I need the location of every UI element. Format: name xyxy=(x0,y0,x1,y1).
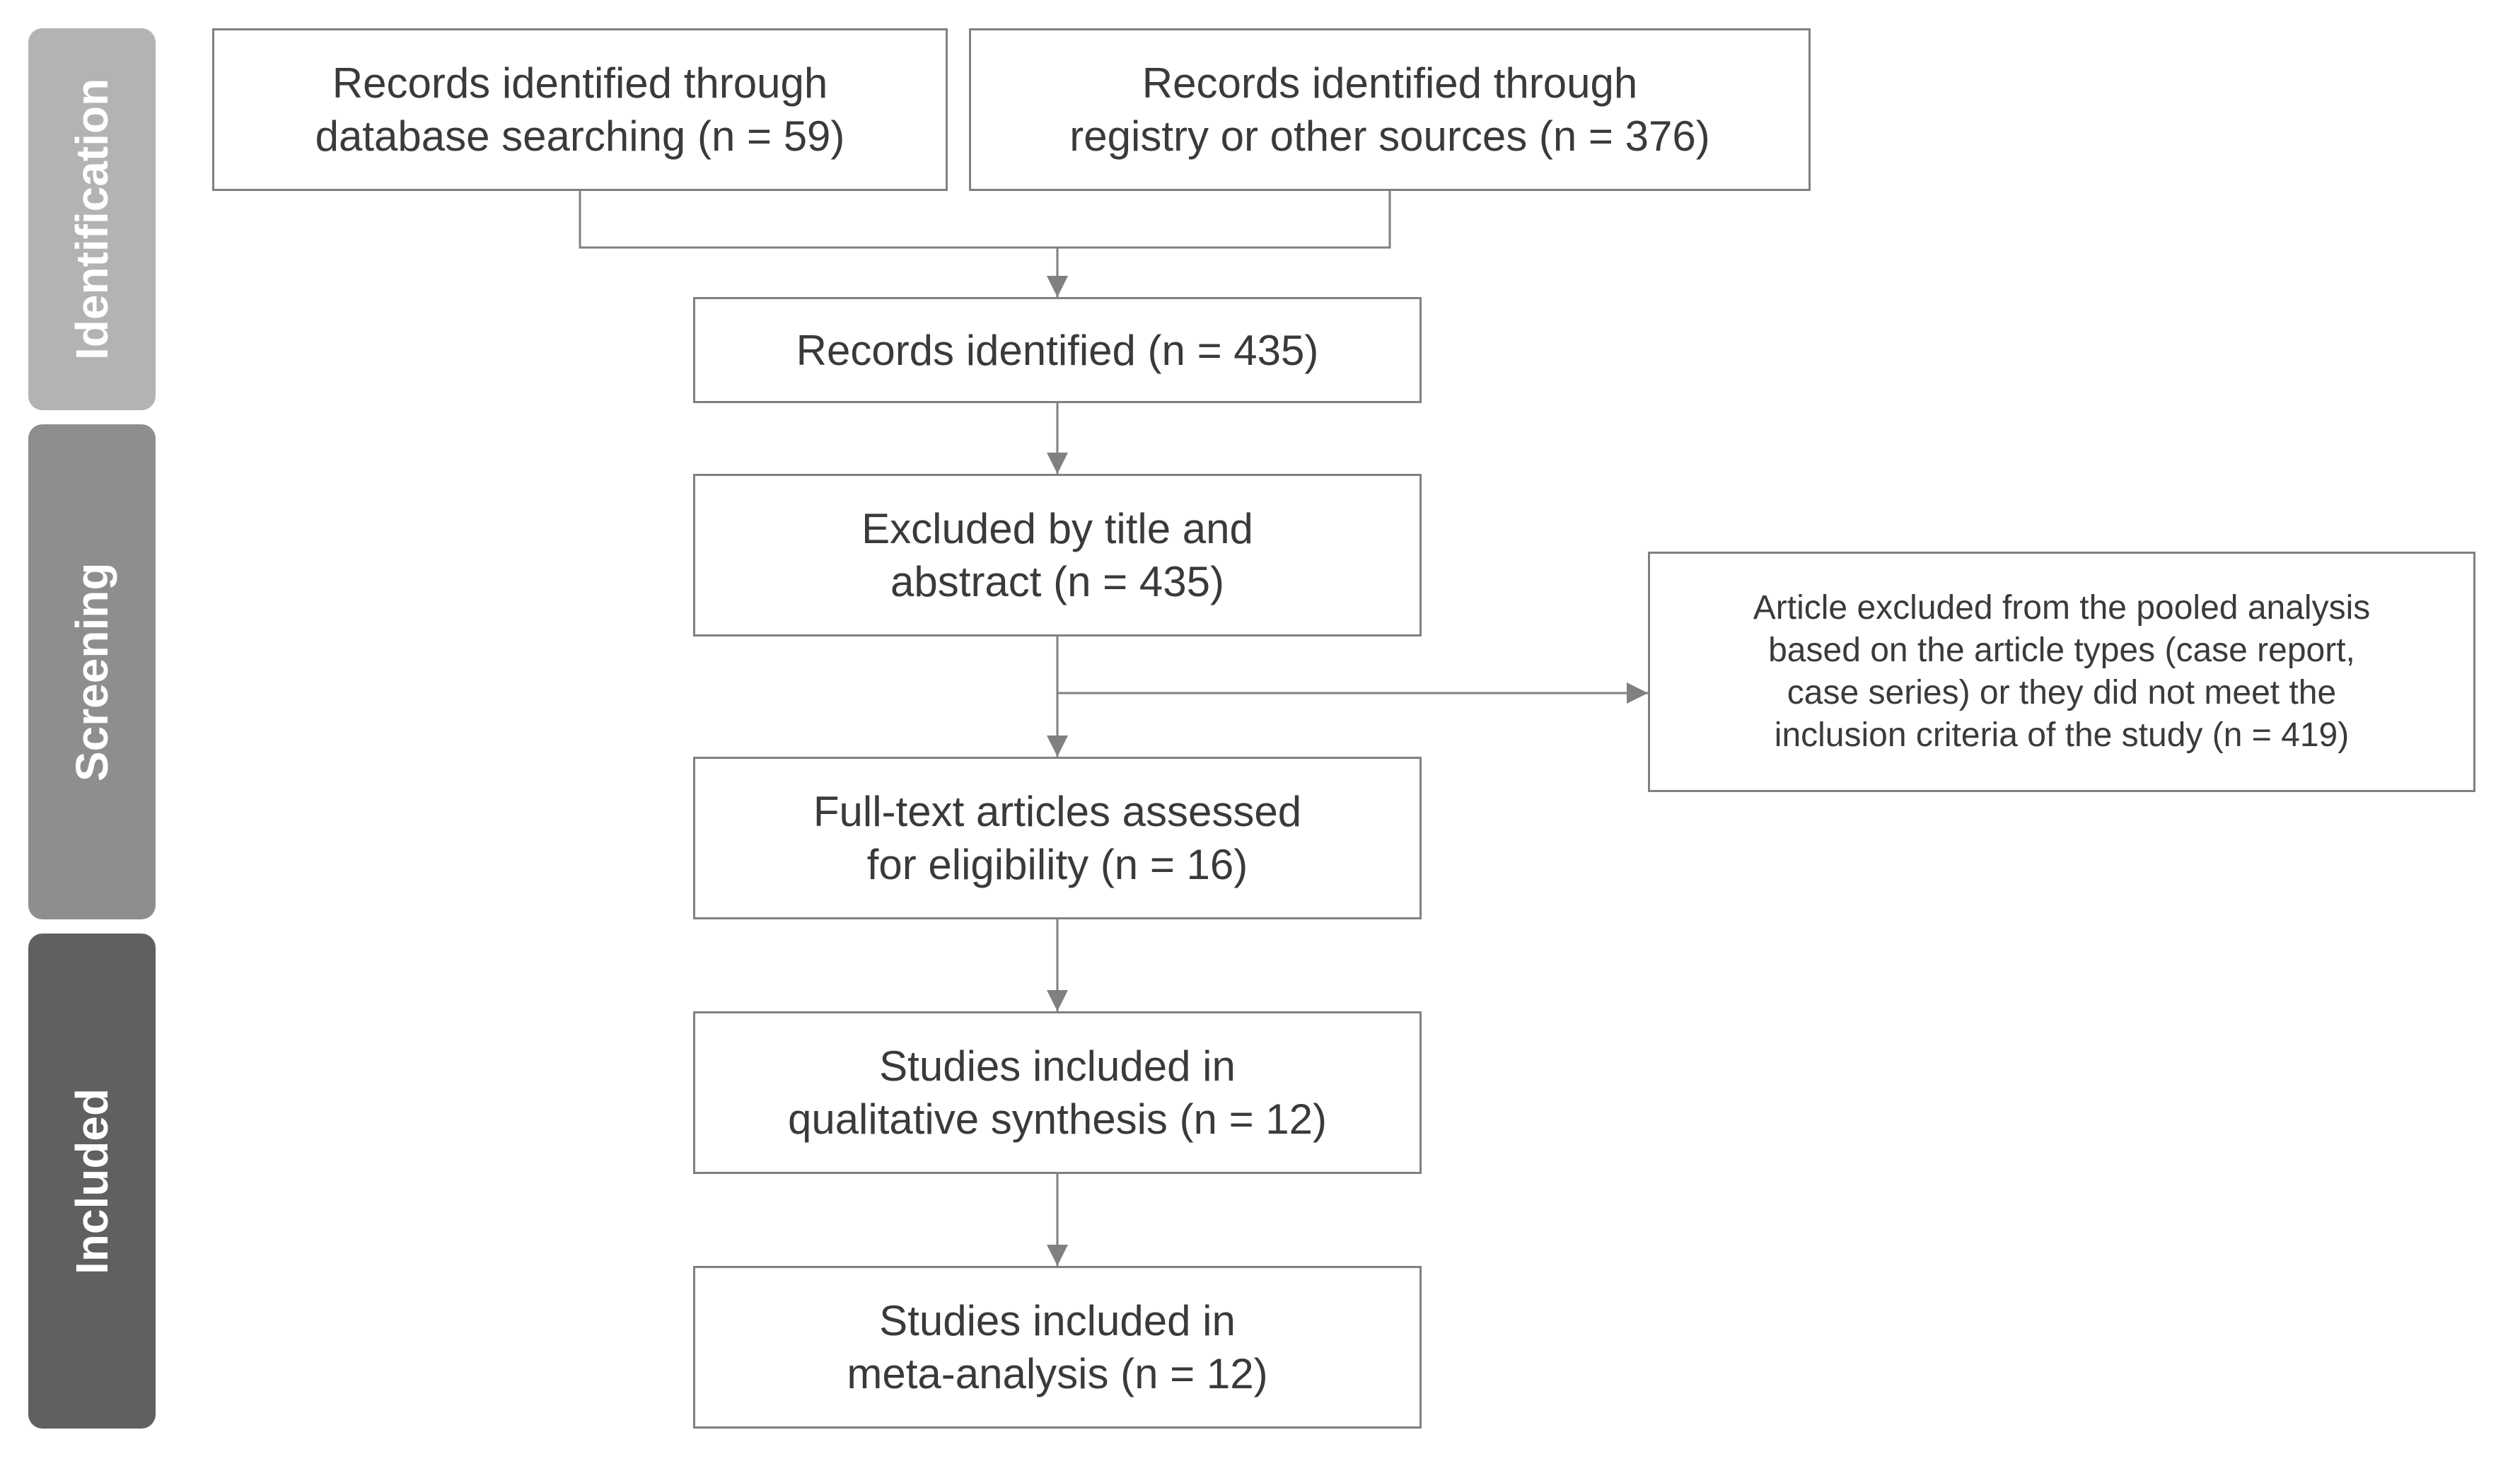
node-records: Records identified (n = 435) xyxy=(693,297,1422,403)
node-exclusion-reason: Article excluded from the pooled analysi… xyxy=(1648,552,2475,792)
phase-identification: Identification xyxy=(28,28,156,410)
prisma-flowchart: Identification Screening Included Record… xyxy=(28,28,2490,1443)
phase-screening: Screening xyxy=(28,424,156,919)
node-excluded-title: Excluded by title and abstract (n = 435) xyxy=(693,474,1422,636)
node-registry: Records identified through registry or o… xyxy=(969,28,1811,191)
node-db-search: Records identified through database sear… xyxy=(212,28,948,191)
node-qualitative: Studies included in qualitative synthesi… xyxy=(693,1011,1422,1174)
phase-included: Included xyxy=(28,934,156,1429)
node-fulltext: Full-text articles assessed for eligibil… xyxy=(693,757,1422,919)
node-meta-analysis: Studies included in meta-analysis (n = 1… xyxy=(693,1266,1422,1429)
